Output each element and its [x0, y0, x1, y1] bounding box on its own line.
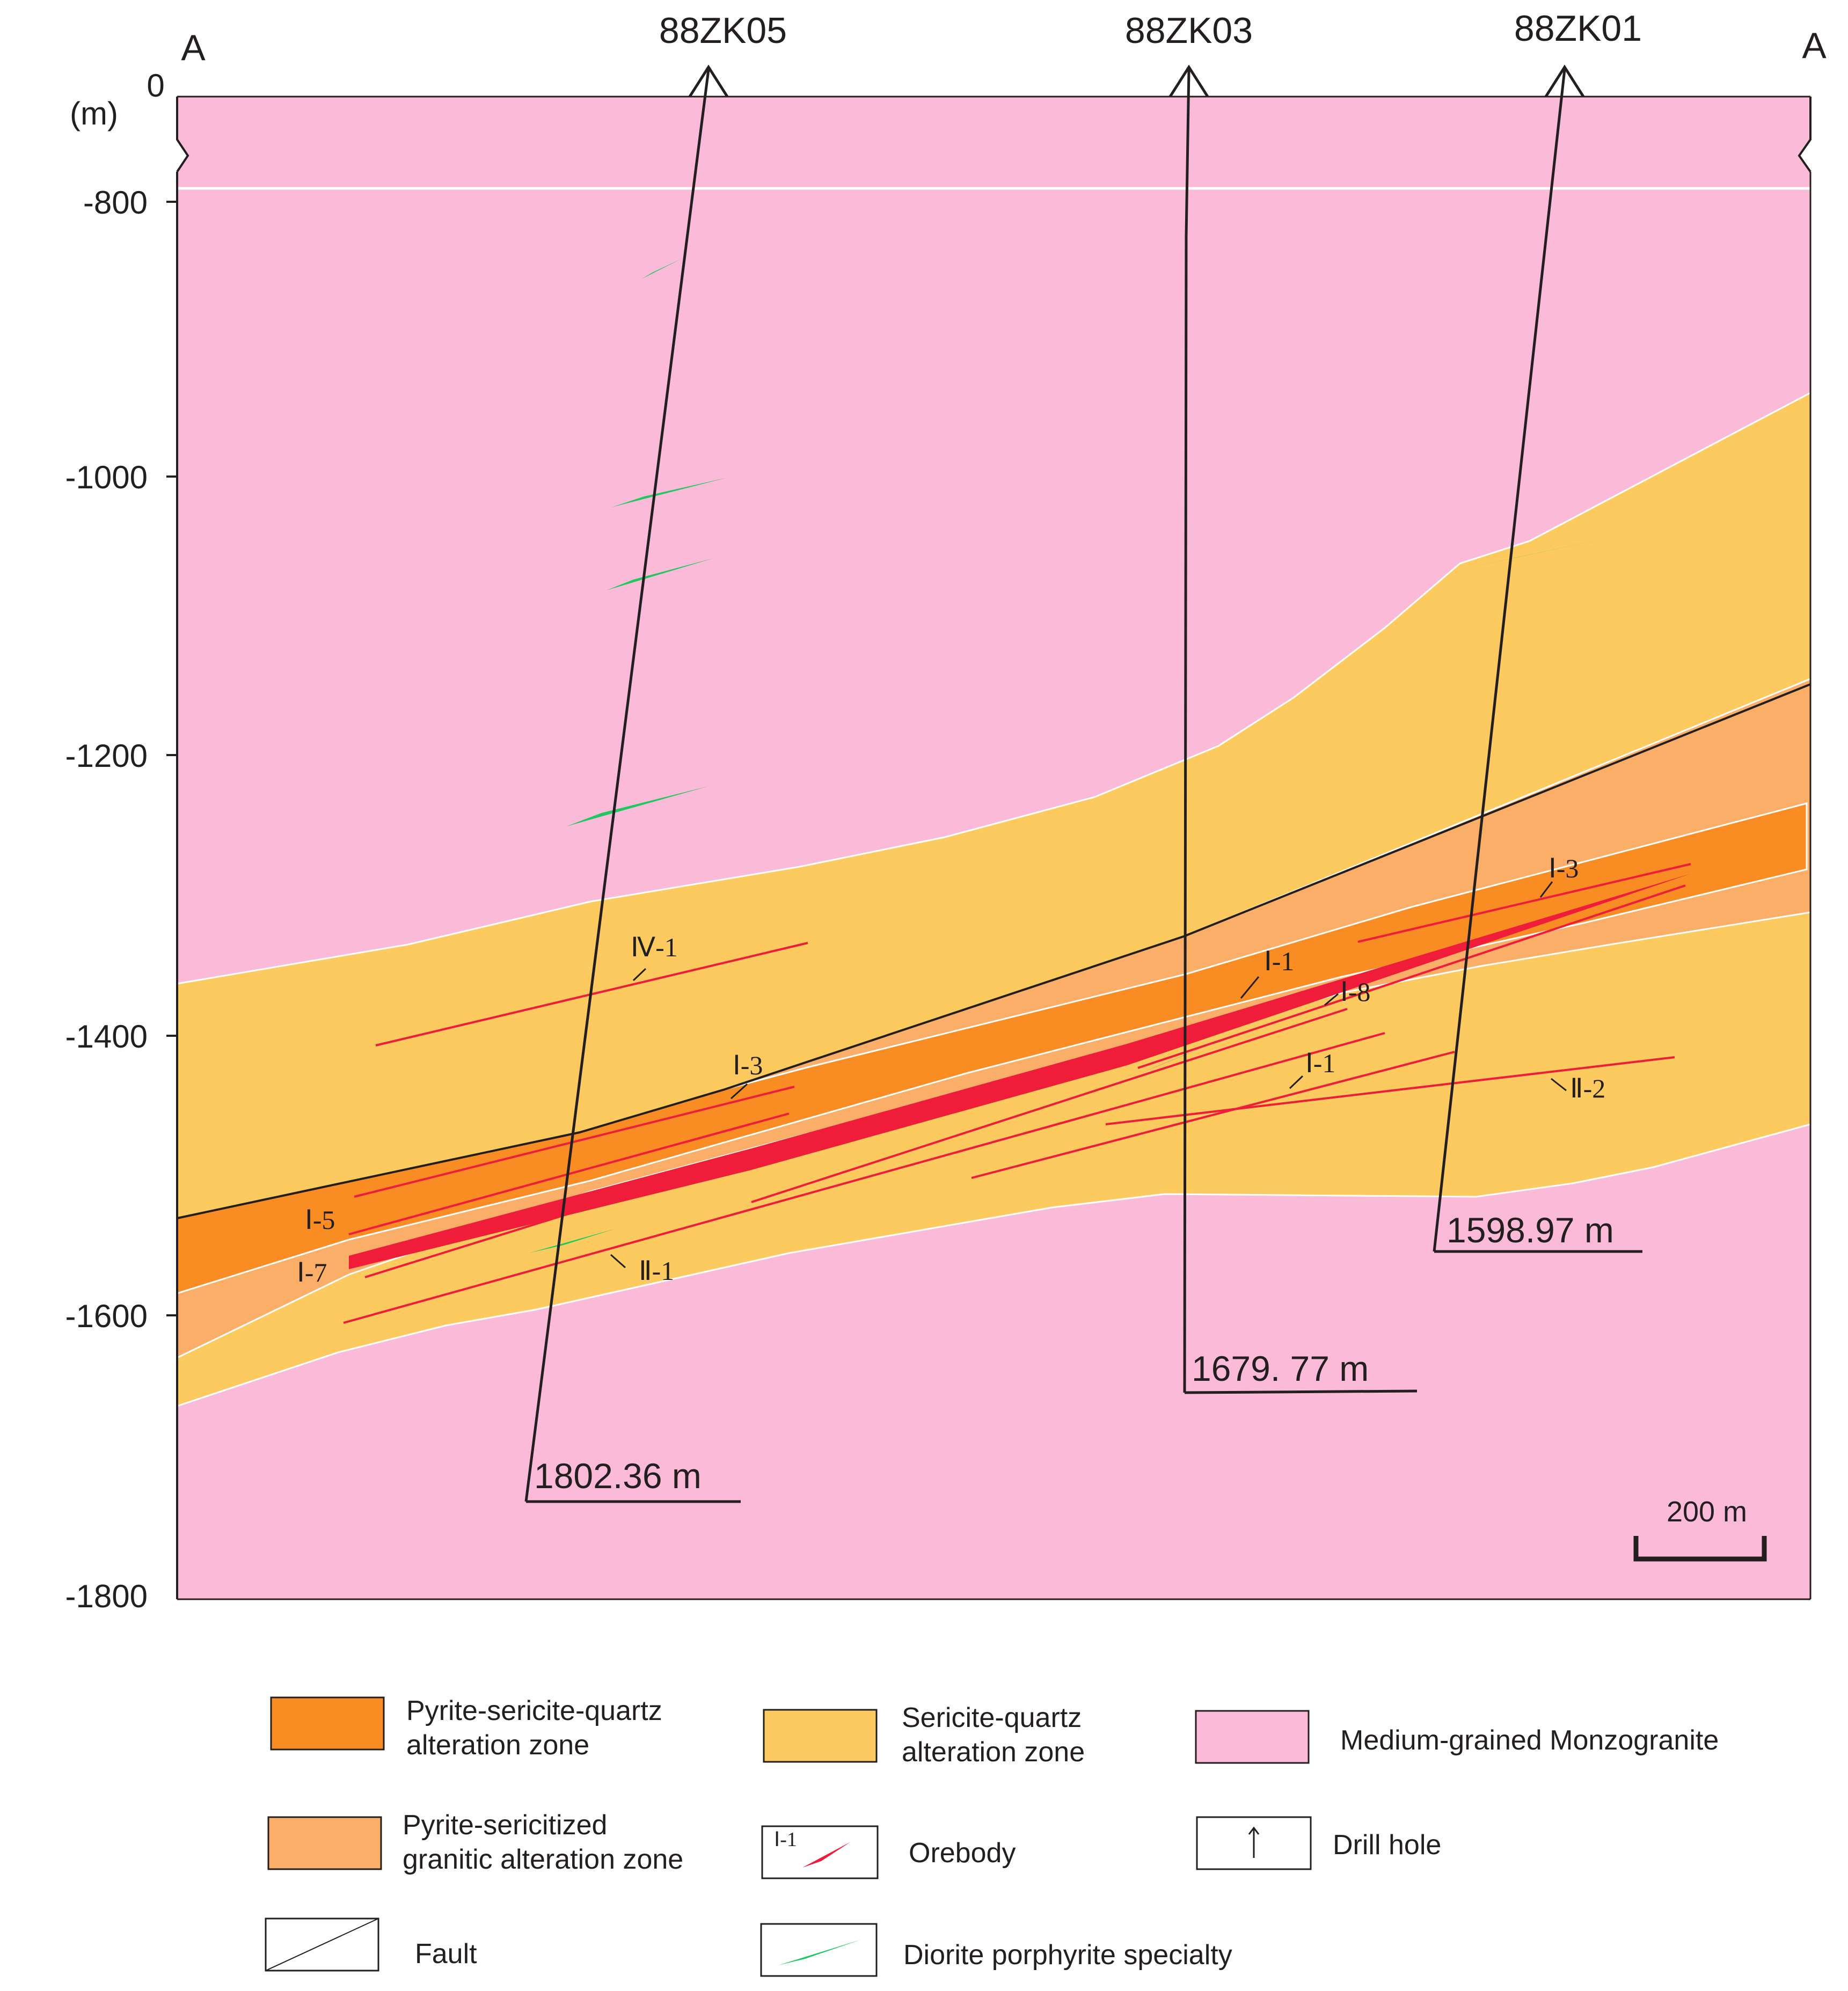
legend-swatch-pyrite-sericitized	[267, 1816, 382, 1870]
diorite-dikes	[529, 259, 1618, 1253]
legend-label-drill-hole: Drill hole	[1333, 1829, 1441, 1861]
legend-orebody-sample-label: Ⅰ-1	[774, 1828, 797, 1851]
orebody-label-i-7: Ⅰ-7	[297, 1257, 327, 1287]
final-depth-88zk05: 1802.36 m	[534, 1456, 702, 1496]
legend-line: Pyrite-sericitized	[403, 1810, 607, 1841]
orebody-label-i-5: Ⅰ-5	[305, 1205, 335, 1235]
legend-swatch-orebody	[761, 1825, 879, 1879]
drill-hole-name-88zk05: 88ZK05	[659, 10, 787, 51]
drill-hole-88zk05[interactable]	[524, 64, 741, 1503]
legend-label-orebody: Orebody	[909, 1838, 1016, 1869]
depth-zero-label: 0	[147, 68, 164, 104]
legend-line: Pyrite-sericite-quartz	[406, 1695, 662, 1726]
scale-bar-label: 200 m	[1667, 1496, 1747, 1528]
final-depth-88zk01: 1598.97 m	[1447, 1210, 1614, 1250]
arrow-up-icon	[1248, 1826, 1260, 1858]
break-symbol-right	[1798, 97, 1812, 173]
final-depth-88zk03: 1679. 77 m	[1192, 1349, 1369, 1388]
drill-hole-88zk01[interactable]	[1433, 64, 1642, 1253]
orebody-leaders	[610, 881, 1567, 1269]
depth-tick-label: -1600	[65, 1298, 148, 1334]
drill-hole-name-88zk03: 88ZK03	[1125, 10, 1253, 51]
pyrite-sericite-quartz-zone	[176, 802, 1808, 1295]
orebody-label-ii-2: Ⅱ-2	[1570, 1073, 1605, 1103]
depth-tick-label: -1400	[65, 1019, 148, 1055]
legend-label-sericite-quartz: Sericite-quartz alteration zone	[902, 1702, 1090, 1768]
legend-line: granitic alteration zone	[403, 1844, 683, 1875]
legend-label-fault: Fault	[415, 1938, 477, 1970]
legend-label-diorite: Diorite porphyrite specialty	[903, 1939, 1232, 1971]
orebody-label-i-3-west: Ⅰ-3	[733, 1050, 763, 1080]
legend-diorite-sample	[778, 1939, 861, 1965]
section-end-left: A	[181, 27, 206, 68]
depth-tick-label: -1200	[65, 738, 148, 774]
orebody-label-ii-1: Ⅱ-1	[639, 1256, 674, 1286]
scale-bar	[1633, 1536, 1767, 1562]
depth-tick-label: -800	[83, 185, 148, 221]
fault-line	[177, 683, 1811, 1219]
main-orebody-lens	[349, 874, 1691, 1269]
purple-dike	[1141, 1028, 1251, 1073]
legend-swatch-sericite-quartz	[763, 1709, 878, 1763]
legend-line: alteration zone	[406, 1730, 589, 1761]
legend-label-monzogranite: Medium-grained Monzogranite	[1340, 1725, 1719, 1756]
legend-fault-line	[265, 1918, 379, 1971]
break-symbol-left	[176, 97, 189, 173]
legend-orebody-sample	[802, 1842, 851, 1868]
drill-hole-88zk03[interactable]	[1168, 64, 1418, 1394]
legend-swatch-monzogranite	[1195, 1710, 1310, 1764]
depth-axis	[166, 201, 177, 1316]
orebody-label-i-8: Ⅰ-8	[1340, 977, 1370, 1007]
depth-unit-label: (m)	[70, 96, 118, 131]
legend-swatch-pyrite-sericite-quartz	[270, 1696, 385, 1751]
legend-swatch-diorite	[760, 1923, 878, 1977]
depth-tick-label: -1800	[65, 1578, 148, 1614]
legend-label-pyrite-sericitized: Pyrite-sericitized granitic alteration z…	[403, 1810, 683, 1875]
drill-hole-name-88zk01: 88ZK01	[1514, 8, 1642, 49]
orebody-label-i-1-lower: Ⅰ-1	[1305, 1048, 1335, 1078]
depth-tick-label: -1000	[65, 459, 148, 495]
orebody-label-i-3-east: Ⅰ-3	[1548, 853, 1579, 883]
orebody-label-i-1-upper: Ⅰ-1	[1264, 946, 1294, 976]
section-end-right: A	[1802, 25, 1827, 66]
legend-line: alteration zone	[902, 1737, 1085, 1768]
geological-section	[176, 96, 1812, 1600]
legend: Pyrite-sericite-quartz alteration zone S…	[265, 1695, 1719, 1977]
legend-label-pyrite-sericite-quartz: Pyrite-sericite-quartz alteration zone	[406, 1695, 670, 1761]
legend-line: Sericite-quartz	[902, 1702, 1082, 1733]
orebody-label-iv-1: Ⅳ-1	[631, 932, 678, 962]
